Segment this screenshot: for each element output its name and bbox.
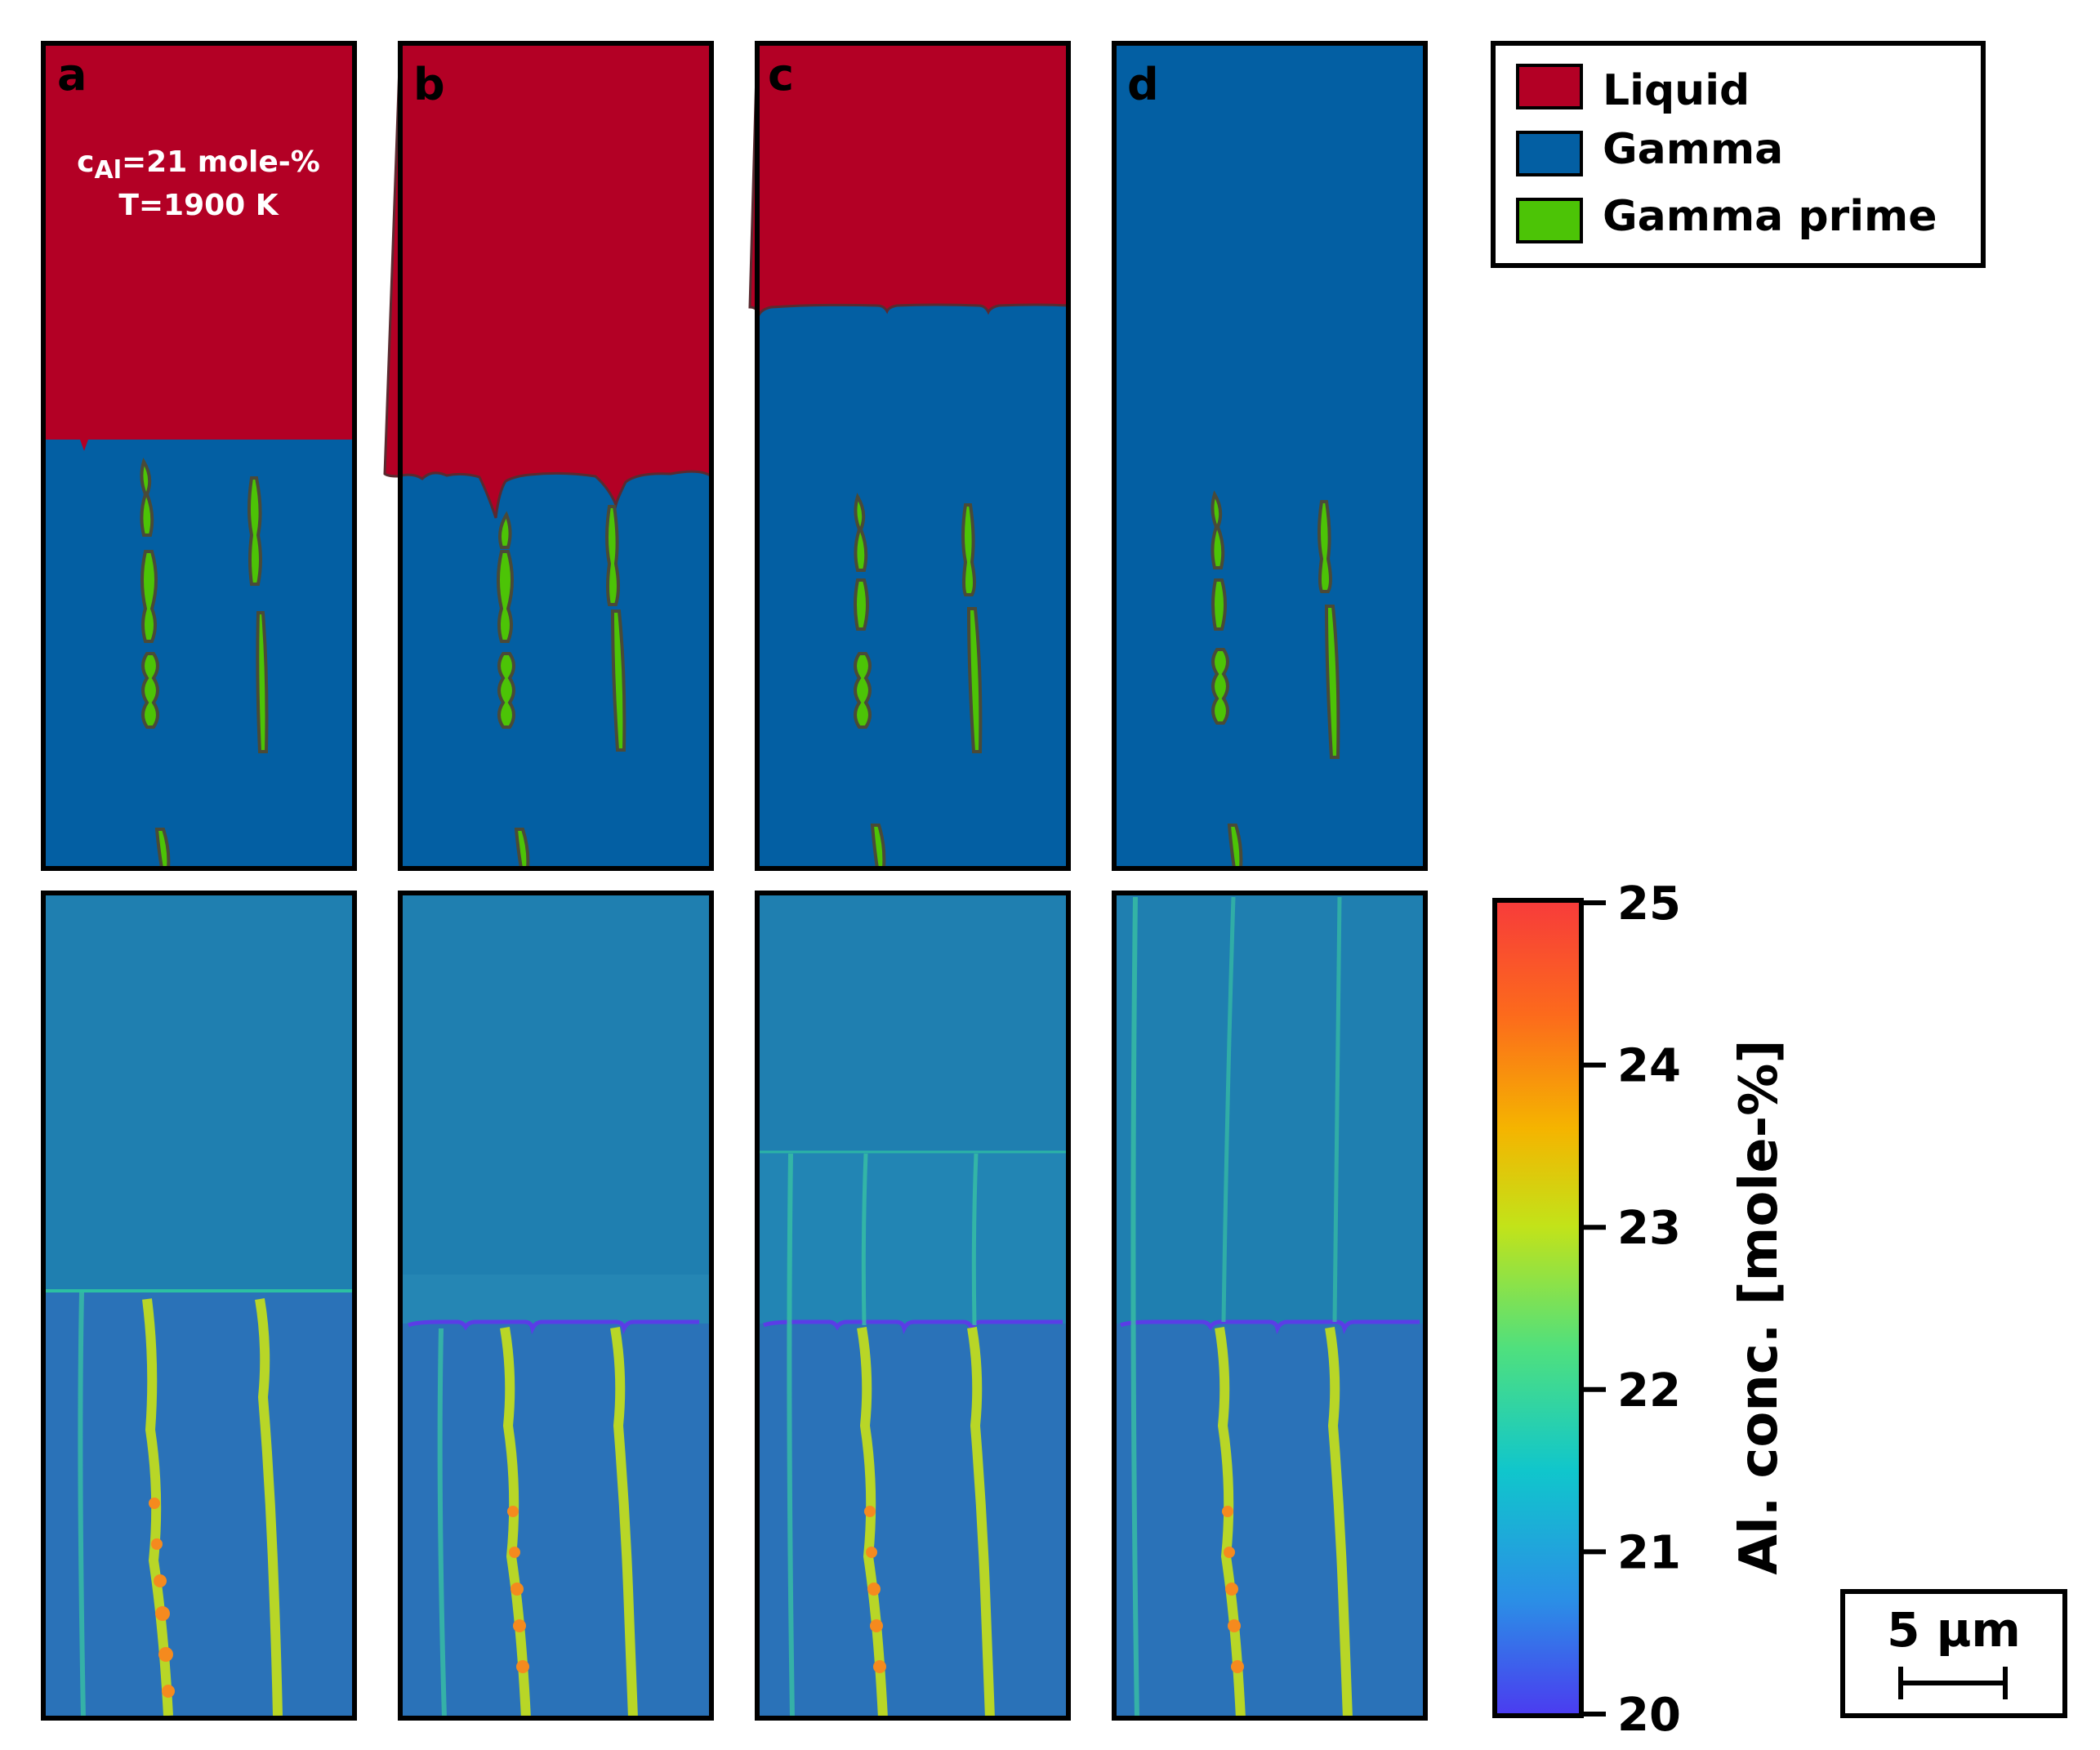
legend-label: Gamma prime	[1603, 192, 1937, 241]
colorbar-tick-label: 23	[1617, 1202, 1681, 1255]
scale-bar-label: 5 µm	[1887, 1602, 2021, 1658]
colorbar-ticks: 20 21 22 23 24 25	[1581, 877, 1681, 1742]
panel-label: b	[413, 59, 445, 110]
panel-label: c	[768, 49, 794, 100]
gamma-prime-particles	[140, 458, 269, 870]
colorbar-tick-label: 21	[1617, 1526, 1681, 1579]
phase-legend: Liquid Gamma Gamma prime	[1491, 41, 1986, 268]
concentration-panel-b	[398, 891, 714, 1721]
panel-label: a	[57, 49, 87, 100]
legend-item-gamma: Gamma	[1516, 125, 1783, 176]
legend-swatch	[1516, 131, 1583, 176]
legend-swatch	[1516, 198, 1583, 243]
enrichment-spots	[507, 1506, 529, 1673]
liquid-region	[383, 42, 713, 519]
enrichment-spots	[149, 1498, 175, 1698]
temperature-annotation: T=1900 K	[118, 189, 279, 222]
gamma-prime-particles	[854, 493, 983, 870]
scale-bar: 5 µm	[1840, 1589, 2067, 1718]
colorbar-tick-label: 20	[1617, 1689, 1681, 1742]
legend-swatch	[1516, 64, 1583, 109]
phase-panel-c: c	[748, 41, 1071, 871]
colorbar: 20 21 22 23 24 25 Al. conc. [mole-%]	[1492, 877, 1790, 1742]
enrichment-spots	[864, 1506, 886, 1673]
concentration-panels	[41, 891, 1428, 1721]
legend-item-gamma-prime: Gamma prime	[1516, 192, 1937, 243]
enrichment-spots	[1222, 1506, 1244, 1673]
colorbar-tick-label: 25	[1617, 877, 1681, 931]
phase-panel-a: a cAl=21 mole-% T=1900 K	[41, 41, 357, 871]
colorbar-tick-label: 22	[1617, 1364, 1681, 1417]
phase-panel-d: d	[1112, 41, 1428, 871]
colorbar-label: Al. conc. [mole-%]	[1729, 1039, 1790, 1574]
panel-label: d	[1127, 59, 1159, 110]
legend-label: Gamma	[1603, 125, 1783, 174]
legend-label: Liquid	[1603, 66, 1750, 115]
phase-panels: a cAl=21 mole-% T=1900 K b	[41, 41, 1428, 871]
liquid-region	[43, 43, 354, 440]
concentration-panel-d	[1112, 891, 1428, 1721]
liquid-region	[748, 42, 1070, 316]
concentration-panel-c	[755, 891, 1071, 1721]
legend-item-liquid: Liquid	[1516, 64, 1750, 115]
phase-panel-b: b	[383, 41, 714, 871]
composition-annotation: cAl=21 mole-%	[77, 145, 320, 185]
gamma-prime-particles	[1211, 490, 1340, 870]
colorbar-tick-label: 24	[1617, 1040, 1681, 1093]
concentration-panel-a	[41, 891, 357, 1721]
gamma-prime-particles	[497, 505, 626, 870]
colorbar-gradient	[1492, 898, 1584, 1718]
